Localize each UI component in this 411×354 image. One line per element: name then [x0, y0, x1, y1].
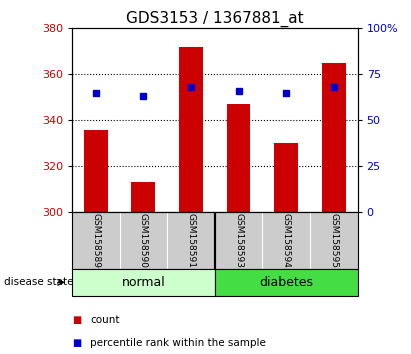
Text: count: count	[90, 315, 120, 325]
Text: GSM158595: GSM158595	[329, 213, 338, 268]
Bar	[274, 143, 298, 212]
Text: ■: ■	[72, 338, 81, 348]
Text: GSM158594: GSM158594	[282, 213, 291, 268]
Text: ■: ■	[72, 315, 81, 325]
Text: normal: normal	[122, 276, 165, 289]
Bar	[215, 269, 358, 296]
Bar	[226, 104, 250, 212]
Text: GSM158589: GSM158589	[91, 213, 100, 268]
Bar	[322, 63, 346, 212]
Text: GSM158590: GSM158590	[139, 213, 148, 268]
Bar	[179, 47, 203, 212]
Text: disease state: disease state	[4, 277, 74, 287]
Bar	[84, 130, 108, 212]
Text: GSM158593: GSM158593	[234, 213, 243, 268]
Text: diabetes: diabetes	[259, 276, 313, 289]
Title: GDS3153 / 1367881_at: GDS3153 / 1367881_at	[126, 11, 304, 27]
Text: percentile rank within the sample: percentile rank within the sample	[90, 338, 266, 348]
Bar	[72, 269, 215, 296]
Text: GSM158591: GSM158591	[187, 213, 196, 268]
Bar	[132, 182, 155, 212]
